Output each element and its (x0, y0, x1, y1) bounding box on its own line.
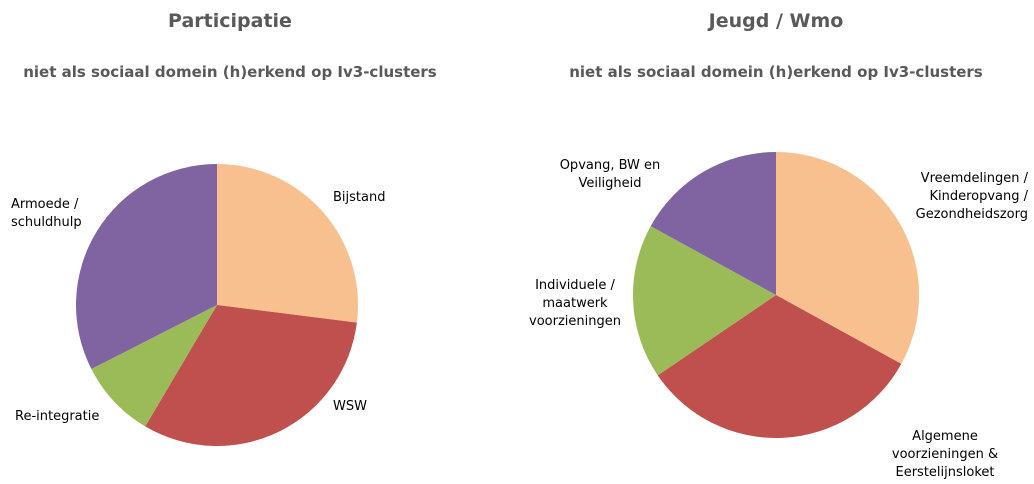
slice-label: Bijstand (333, 190, 386, 205)
pie-slice (91, 305, 217, 427)
pie-slice (76, 163, 218, 370)
slice-label: Armoede / schuldhulp (11, 197, 82, 230)
chart-title: Jeugd / Wmo (708, 10, 844, 32)
chart-subtitle: niet als sociaal domein (h)erkend op Iv3… (569, 63, 983, 81)
chart-title: Participatie (168, 10, 292, 32)
slice-label: WSW (333, 399, 367, 414)
pie-slice (776, 152, 919, 364)
pie-slice (657, 295, 902, 438)
pie-slice (650, 152, 776, 295)
pie-slice (217, 164, 359, 323)
slice-label: Algemene voorzieningen & Eerstelijnsloke… (891, 429, 999, 480)
pie-slice (633, 226, 776, 376)
slice-label: Vreemdelingen / Kinderopvang / Gezondhei… (915, 171, 1028, 222)
chart-subtitle: niet als sociaal domein (h)erkend op Iv3… (23, 63, 437, 81)
slice-label: Opvang, BW en Veiligheid (559, 158, 661, 191)
slice-label: Re-integratie (15, 409, 100, 424)
pie-slice (145, 305, 357, 446)
slice-label: Individuele / maatwerk voorzieningen (529, 278, 621, 329)
